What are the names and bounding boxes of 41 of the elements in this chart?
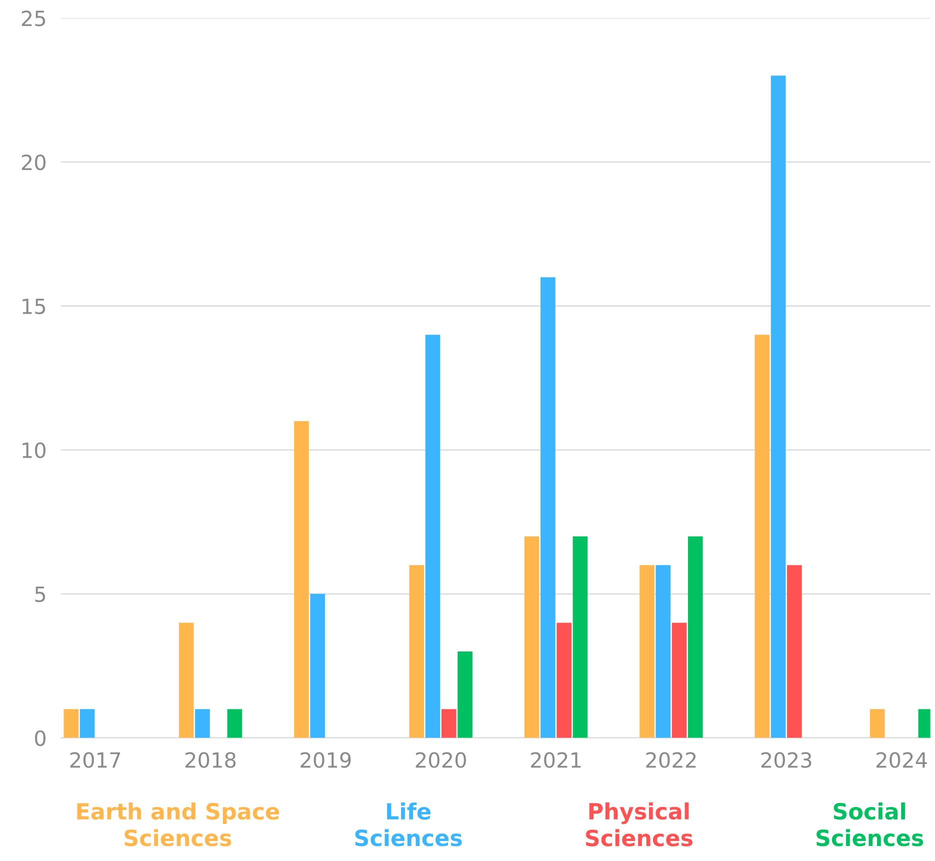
bar — [294, 421, 309, 738]
y-tick-label: 5 — [35, 586, 46, 602]
text: Earth and Space Sciences — [77, 802, 280, 846]
bar — [787, 565, 802, 738]
x-tick-label: 2023 — [761, 752, 812, 768]
y-tick-label: 0 — [35, 730, 46, 746]
bar — [458, 652, 472, 738]
text: Life Sciences — [355, 802, 462, 846]
bar — [178, 622, 194, 738]
bar — [640, 565, 654, 738]
bar — [556, 622, 572, 738]
bar — [656, 565, 671, 738]
bar — [64, 709, 79, 738]
bar — [195, 709, 210, 738]
text: Social Sciences — [816, 802, 924, 846]
bar — [870, 709, 885, 738]
y-tick-label: 10 — [22, 442, 46, 458]
bar — [688, 536, 703, 738]
y-tick-label: 20 — [22, 154, 46, 170]
x-tick-label: 2017 — [70, 752, 120, 768]
bar — [310, 594, 326, 738]
bar — [672, 622, 687, 738]
bar — [770, 76, 786, 738]
bar — [425, 334, 440, 738]
bar — [754, 334, 770, 738]
x-tick-label: 2020 — [416, 752, 466, 768]
x-tick-label: 2022 — [646, 752, 696, 768]
bar — [524, 536, 540, 738]
bar — [80, 709, 95, 738]
bar — [409, 565, 424, 738]
y-tick-label: 25 — [22, 10, 46, 26]
x-tick-label: 2019 — [300, 752, 351, 768]
text: Physical Sciences — [586, 802, 692, 846]
bar — [540, 277, 556, 738]
bar — [441, 709, 456, 738]
y-tick-label: 15 — [22, 298, 46, 314]
bar — [227, 709, 242, 738]
x-tick-label: 2018 — [186, 752, 236, 768]
x-tick-label: 2024 — [876, 752, 927, 768]
bar — [572, 536, 588, 738]
x-tick-label: 2021 — [531, 752, 581, 768]
